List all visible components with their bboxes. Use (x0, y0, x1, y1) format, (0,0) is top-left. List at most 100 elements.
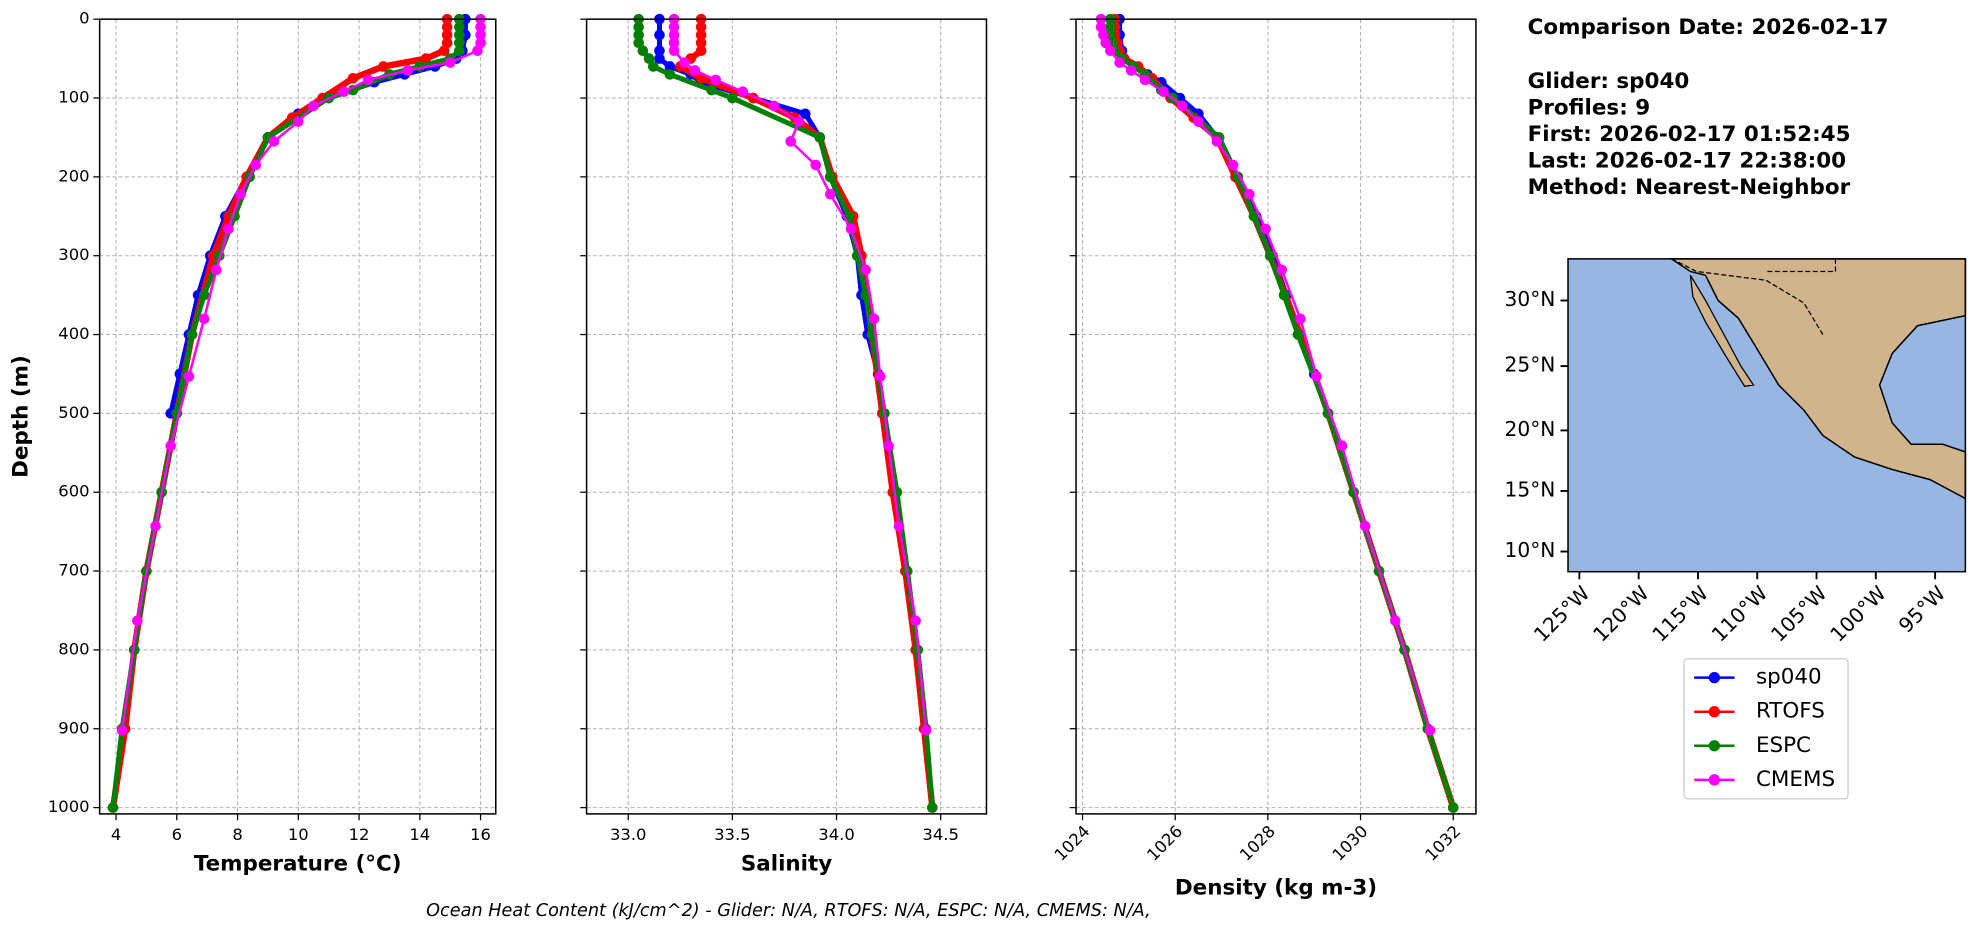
info-line: First: 2026-02-17 01:52:45 (1528, 122, 1851, 147)
profile-marker (643, 53, 655, 64)
series (633, 13, 938, 813)
lat-label: 10°N (1505, 538, 1556, 562)
y-tick-label: 300 (58, 245, 89, 264)
profile-marker (868, 313, 880, 325)
lat-label: 30°N (1505, 287, 1556, 311)
profile-marker (910, 615, 921, 627)
profile-marker (1311, 371, 1322, 382)
profile-marker (654, 53, 665, 64)
profile-marker (1125, 65, 1137, 76)
profile-marker (695, 29, 707, 41)
profile-marker (633, 37, 644, 49)
profile-marker (1176, 100, 1188, 112)
series (116, 13, 486, 736)
profile-marker (186, 329, 198, 340)
profile-marker (785, 136, 796, 147)
profile-marker (116, 725, 128, 736)
profile-marker (654, 29, 665, 41)
profile-marker (706, 84, 717, 96)
profile-marker (1105, 21, 1116, 33)
info-line: Comparison Date: 2026-02-17 (1528, 15, 1889, 40)
profile-marker (1264, 250, 1276, 262)
lat-label: 20°N (1505, 417, 1556, 441)
profile-marker (235, 188, 246, 200)
x-tick-label: 4 (111, 825, 121, 844)
info-line: Last: 2026-02-17 22:38:00 (1528, 149, 1846, 174)
profile-marker (1139, 74, 1151, 86)
profile-marker (633, 21, 644, 33)
profile-marker (150, 520, 161, 532)
x-tick-label: 16 (470, 825, 491, 844)
profile-marker (654, 45, 665, 57)
profile-marker (308, 100, 319, 112)
info-line: Profiles: 9 (1528, 96, 1651, 121)
profile-marker (183, 371, 195, 382)
profile-marker (814, 132, 826, 143)
profile-marker (883, 440, 894, 452)
y-tick-label: 600 (58, 482, 89, 501)
legend-marker (1708, 740, 1721, 752)
x-tick-label: 34.5 (922, 825, 958, 844)
profile-marker (250, 159, 262, 171)
profile-marker (637, 45, 649, 57)
y-tick-label: 200 (58, 166, 89, 185)
profile-marker (198, 289, 210, 301)
profile-marker (1227, 159, 1239, 171)
profile-marker (362, 74, 374, 86)
profile-marker (824, 171, 836, 183)
profile-marker (737, 86, 749, 98)
profile-marker (1359, 520, 1371, 532)
borders (1671, 258, 1837, 335)
y-tick-label: 800 (58, 639, 89, 658)
profile-marker (1276, 264, 1288, 276)
profile-marker (695, 45, 707, 57)
legend-marker (1708, 706, 1721, 718)
profile-marker (1295, 313, 1306, 325)
profile-marker (1278, 289, 1290, 301)
profile-marker (799, 108, 811, 120)
x-tick-label: 6 (172, 825, 182, 844)
profile-marker (444, 57, 456, 68)
baja-california (1689, 274, 1755, 387)
profile-marker (647, 61, 659, 72)
profile-marker (454, 29, 465, 41)
legend-label: CMEMS (1756, 767, 1835, 792)
profile-marker (664, 69, 676, 80)
profile-marker (695, 37, 707, 49)
profile-marker (454, 45, 465, 57)
x-tick-label: 34.0 (818, 825, 854, 844)
profile-marker (793, 116, 805, 127)
info-line: Method: Nearest-Neighbor (1528, 175, 1851, 200)
x-tick-label: 12 (349, 825, 370, 844)
profile-marker (420, 53, 432, 64)
profile-marker (874, 371, 886, 382)
x-tick-label: 14 (409, 825, 430, 844)
land (1668, 258, 1967, 500)
profile-marker (165, 440, 177, 452)
legend-marker (1708, 774, 1721, 786)
profile-marker (810, 159, 821, 171)
profile-marker (454, 21, 465, 33)
x-tick-label: 8 (232, 825, 242, 844)
legend-label: sp040 (1756, 665, 1822, 690)
profile-marker (679, 57, 690, 68)
profile-marker (454, 37, 465, 49)
profile-marker (1100, 37, 1111, 49)
profile-marker (1158, 86, 1169, 98)
profile-marker (438, 45, 450, 57)
profile-marker (378, 61, 389, 72)
y-tick-label: 1000 (48, 797, 90, 816)
profile-marker (695, 21, 707, 33)
x-axis-label: Temperature (°C) (194, 851, 402, 876)
y-axis-label: Depth (m) (8, 355, 33, 478)
profile-marker (441, 29, 453, 41)
profile-marker (824, 188, 836, 200)
profile-marker (198, 313, 210, 325)
lat-label: 15°N (1505, 477, 1556, 501)
info-line: Glider: sp040 (1528, 69, 1690, 94)
axes-frame (98, 18, 497, 815)
profile-marker (664, 61, 676, 72)
profile-marker (132, 615, 143, 627)
profile-marker (441, 21, 453, 33)
profile-marker (633, 29, 644, 41)
